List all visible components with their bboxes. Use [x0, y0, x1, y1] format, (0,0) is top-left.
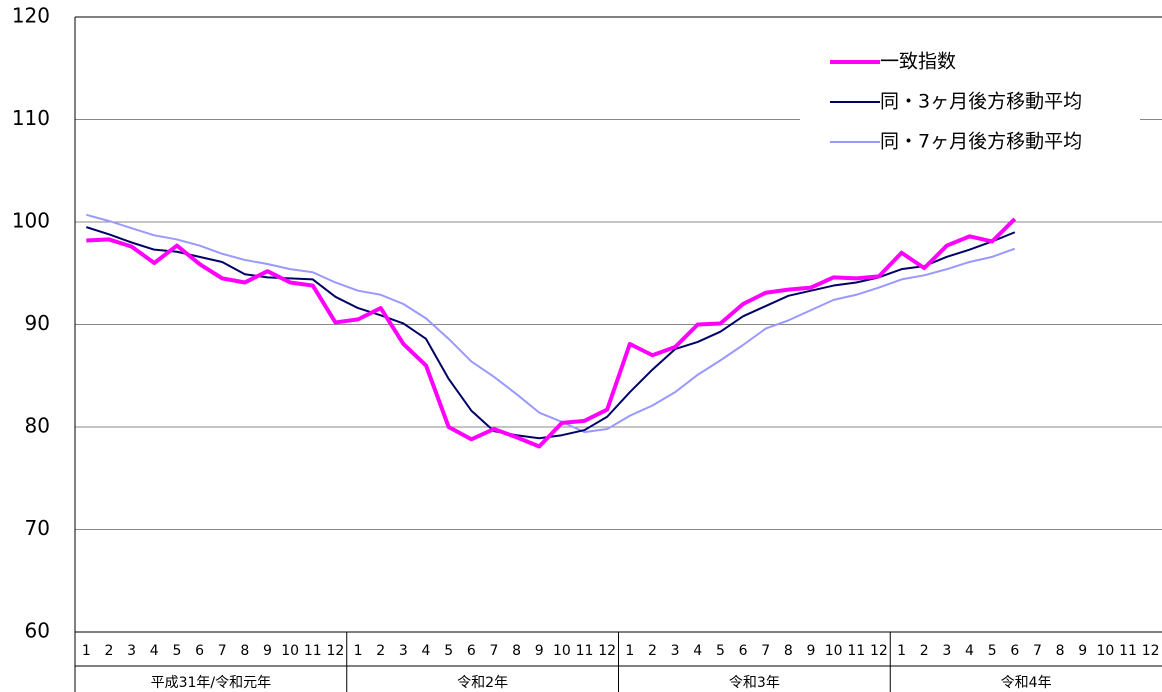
x-tick-label: 1	[625, 643, 634, 659]
series-line	[86, 217, 1017, 449]
x-tick-label: 10	[825, 643, 843, 659]
x-tick-label: 2	[920, 643, 929, 659]
x-tick-label: 4	[422, 643, 431, 659]
x-tick-label: 11	[847, 643, 865, 659]
x-tick-label: 10	[553, 643, 571, 659]
x-tick-label: 3	[671, 643, 680, 659]
group-label: 令和2年	[457, 675, 508, 691]
y-tick-label: 100	[12, 209, 50, 233]
series-line	[86, 213, 1016, 434]
x-tick-label: 6	[195, 643, 204, 659]
x-tick-label: 4	[965, 643, 974, 659]
x-tick-label: 9	[807, 643, 816, 659]
x-tick-label: 5	[988, 643, 997, 659]
legend-label: 同・7ヶ月後方移動平均	[880, 131, 1082, 153]
x-tick-label: 10	[1096, 643, 1114, 659]
x-tick-label: 8	[1056, 643, 1065, 659]
x-tick-label: 2	[648, 643, 657, 659]
x-tick-label: 9	[535, 643, 544, 659]
x-tick-label: 6	[1010, 643, 1019, 659]
x-tick-label: 9	[1078, 643, 1087, 659]
x-tick-label: 9	[263, 643, 272, 659]
legend-label: 同・3ヶ月後方移動平均	[880, 91, 1082, 113]
x-tick-label: 8	[512, 643, 521, 659]
x-tick-label: 3	[127, 643, 136, 659]
group-label: 令和4年	[1001, 675, 1052, 691]
x-tick-label: 6	[467, 643, 476, 659]
y-tick-label: 70	[25, 516, 50, 540]
x-tick-label: 3	[942, 643, 951, 659]
x-tick-label: 10	[281, 643, 299, 659]
x-tick-label: 8	[784, 643, 793, 659]
x-tick-label: 5	[716, 643, 725, 659]
x-tick-label: 12	[327, 643, 345, 659]
x-tick-label: 12	[1142, 643, 1160, 659]
x-tick-label: 4	[693, 643, 702, 659]
y-tick-label: 80	[25, 414, 50, 438]
x-tick-label: 2	[105, 643, 114, 659]
series-line	[86, 226, 1016, 440]
x-tick-label: 11	[576, 643, 594, 659]
x-tick-label: 11	[1119, 643, 1137, 659]
x-tick-label: 6	[739, 643, 748, 659]
x-tick-label: 5	[172, 643, 181, 659]
x-tick-label: 1	[897, 643, 906, 659]
x-tick-label: 2	[376, 643, 385, 659]
y-tick-label: 60	[25, 619, 50, 643]
y-tick-label: 90	[25, 311, 50, 335]
legend-label: 一致指数	[880, 51, 956, 73]
x-tick-label: 11	[304, 643, 322, 659]
x-tick-label: 1	[82, 643, 91, 659]
group-label: 平成31年/令和元年	[151, 675, 272, 691]
x-tick-label: 7	[1033, 643, 1042, 659]
x-tick-label: 4	[150, 643, 159, 659]
x-tick-label: 1	[354, 643, 363, 659]
x-tick-label: 7	[761, 643, 770, 659]
x-tick-label: 7	[218, 643, 227, 659]
group-label: 令和3年	[729, 675, 780, 691]
x-tick-label: 3	[399, 643, 408, 659]
x-tick-label: 12	[870, 643, 888, 659]
y-tick-label: 110	[12, 106, 50, 130]
y-tick-label: 120	[12, 4, 50, 28]
x-tick-label: 8	[240, 643, 249, 659]
x-tick-label: 12	[598, 643, 616, 659]
x-tick-label: 5	[444, 643, 453, 659]
x-tick-label: 7	[489, 643, 498, 659]
